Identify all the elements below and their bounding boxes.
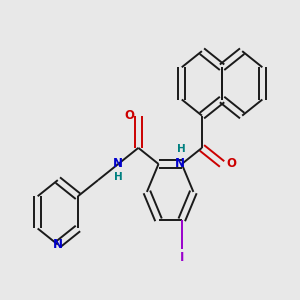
Text: O: O: [124, 109, 134, 122]
Text: O: O: [226, 158, 236, 170]
Text: H: H: [114, 172, 123, 182]
Text: N: N: [175, 158, 185, 170]
Text: N: N: [113, 158, 123, 170]
Text: N: N: [53, 238, 63, 251]
Text: H: H: [177, 144, 186, 154]
Text: I: I: [180, 251, 184, 264]
